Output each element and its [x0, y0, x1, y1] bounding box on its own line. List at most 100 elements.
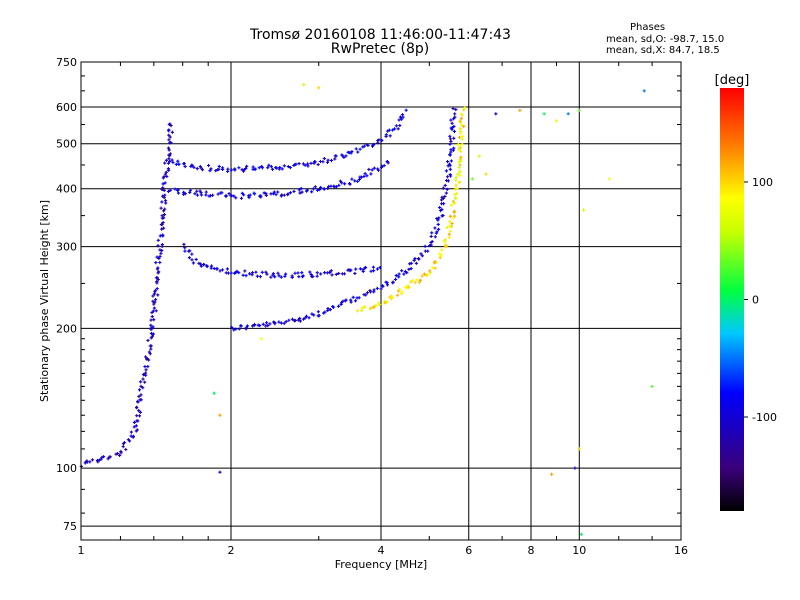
trace-point [243, 269, 247, 273]
plot-frame [80, 61, 682, 541]
trace-point [319, 272, 323, 276]
x-tick-label: 2 [228, 544, 235, 557]
trace-point [369, 290, 373, 294]
trace-point [138, 410, 143, 414]
trace-point [397, 287, 401, 291]
trace-point [159, 222, 163, 227]
trace-point [350, 149, 354, 154]
trace-point [106, 457, 110, 461]
trace-point [441, 213, 445, 218]
trace-point [148, 352, 152, 356]
trace-point [187, 256, 192, 260]
trace-point [226, 271, 231, 275]
trace-point [292, 189, 296, 194]
trace-point [299, 186, 303, 191]
trace-point [450, 221, 454, 226]
trace-point [402, 272, 406, 276]
trace-point [447, 162, 452, 166]
trace-point [444, 191, 448, 195]
trace-point [297, 188, 301, 192]
trace-point [134, 424, 138, 428]
trace-point [161, 233, 165, 237]
trace-point [163, 199, 168, 203]
trace-point [121, 445, 125, 449]
noise-point [212, 391, 216, 395]
trace-point [188, 190, 192, 195]
trace-point [256, 323, 260, 327]
trace-point [288, 165, 292, 170]
trace-point [453, 187, 457, 191]
trace-point [429, 234, 433, 239]
trace-point [440, 248, 444, 252]
trace-point [365, 291, 370, 295]
trace-point [386, 129, 390, 133]
trace-point [462, 124, 466, 129]
trace-point [357, 296, 361, 300]
trace-point [268, 322, 272, 326]
trace-point [158, 254, 162, 258]
trace-point [322, 156, 326, 161]
trace-point [449, 174, 453, 178]
trace-point [376, 168, 381, 172]
trace-point [161, 186, 165, 190]
x-tick-label: 6 [465, 544, 472, 557]
trace-point [198, 189, 202, 193]
noise-point [218, 470, 222, 474]
y-tick-label: 300 [56, 241, 77, 254]
trace-point [154, 309, 158, 313]
trace-point [372, 166, 376, 170]
trace-point [388, 134, 392, 138]
trace-point [419, 252, 423, 256]
trace-point [312, 160, 317, 164]
trace-point [290, 317, 295, 321]
trace-point [149, 347, 153, 351]
x-tick-label: 8 [528, 544, 535, 557]
chart-title-line2: RwPretec (8p) [330, 41, 430, 57]
trace-point [420, 254, 424, 258]
trace-point [372, 305, 376, 309]
trace-point [439, 254, 443, 258]
trace-point [122, 441, 127, 445]
trace-point [459, 155, 463, 159]
trace-point [132, 425, 136, 429]
trace-point [457, 165, 461, 170]
trace-point [457, 135, 462, 139]
trace-point [453, 112, 457, 116]
trace-point [195, 167, 199, 171]
trace-point [286, 164, 290, 169]
trace-point [215, 266, 219, 271]
trace-point [208, 169, 212, 173]
trace-point [163, 193, 167, 197]
trace-point [199, 193, 204, 197]
trace-point [367, 167, 371, 172]
trace-point [148, 344, 152, 348]
trace-point [167, 128, 171, 132]
trace-point [158, 234, 162, 238]
trace-point [372, 142, 376, 146]
trace-point [348, 268, 352, 273]
trace-point [166, 146, 171, 150]
trace-point [300, 271, 304, 275]
trace-point [191, 261, 196, 265]
trace-point [308, 270, 312, 274]
trace-point [161, 182, 165, 186]
trace-point [190, 258, 194, 262]
trace-point [334, 154, 338, 158]
trace-point [371, 265, 376, 269]
trace-point [149, 326, 153, 330]
trace-point [376, 141, 380, 145]
trace-point [144, 371, 148, 375]
trace-point [453, 196, 458, 200]
trace-point [162, 216, 166, 220]
trace-point [244, 166, 248, 171]
noise-point [477, 154, 481, 158]
trace-point [304, 314, 309, 318]
trace-point [358, 267, 363, 271]
trace-point [287, 318, 291, 322]
trace-point [357, 177, 362, 182]
trace-point [218, 269, 222, 273]
trace-point [188, 249, 192, 253]
trace-point [333, 157, 337, 161]
trace-point [458, 119, 462, 123]
trace-point [430, 231, 434, 235]
